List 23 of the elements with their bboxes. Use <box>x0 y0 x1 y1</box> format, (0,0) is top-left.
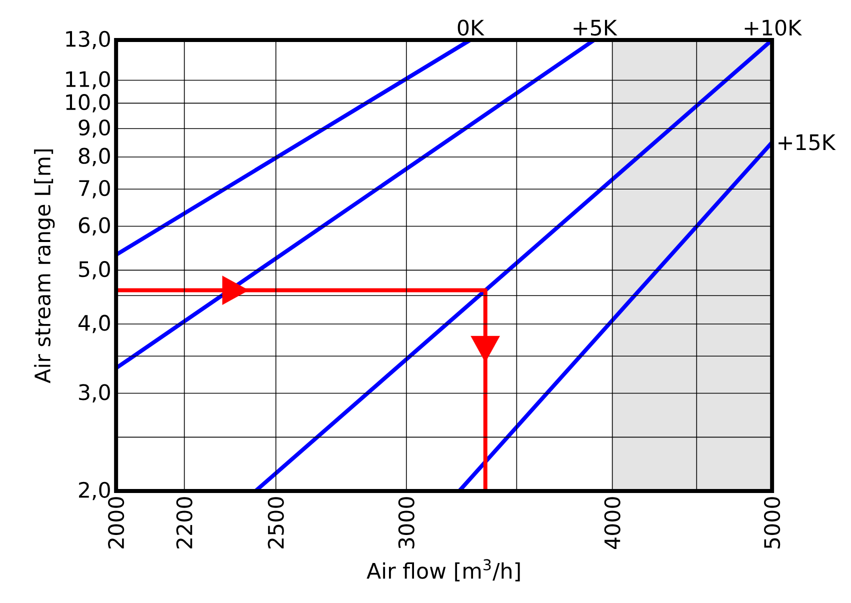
y-tick-label: 9,0 <box>78 119 110 138</box>
y-tick-label: 2,0 <box>79 482 110 500</box>
x-tick-label: 5000 <box>764 497 780 548</box>
x-tick-label: 2000 <box>108 497 124 548</box>
x-tick-label: 3000 <box>398 497 414 548</box>
y-tick-label: 8,0 <box>78 148 110 166</box>
y-axis-title: Air stream range L[m] <box>34 149 55 384</box>
x-tick-label: 4000 <box>604 497 620 549</box>
y-tick-label: 3,0 <box>79 384 110 402</box>
y-tick-label: 5,0 <box>79 261 110 280</box>
series-label: +10K <box>744 20 802 36</box>
series-label: +15K <box>778 134 836 150</box>
series-label: +5K <box>574 20 618 36</box>
y-tick-label: 10,0 <box>66 94 110 112</box>
x-axis-title: Air flow [m$^{3}$/h] <box>366 559 520 582</box>
y-tick-label: 11,0 <box>66 71 110 90</box>
y-tick-label: 13,0 <box>66 30 110 50</box>
y-tick-label: 7,0 <box>79 180 110 198</box>
y-tick-label: 6,0 <box>78 217 110 236</box>
x-tick-label: 2500 <box>268 497 284 548</box>
x-tick-label: 2200 <box>176 497 192 548</box>
y-tick-label: 4,0 <box>78 314 110 334</box>
series-label: 0K <box>458 20 484 36</box>
